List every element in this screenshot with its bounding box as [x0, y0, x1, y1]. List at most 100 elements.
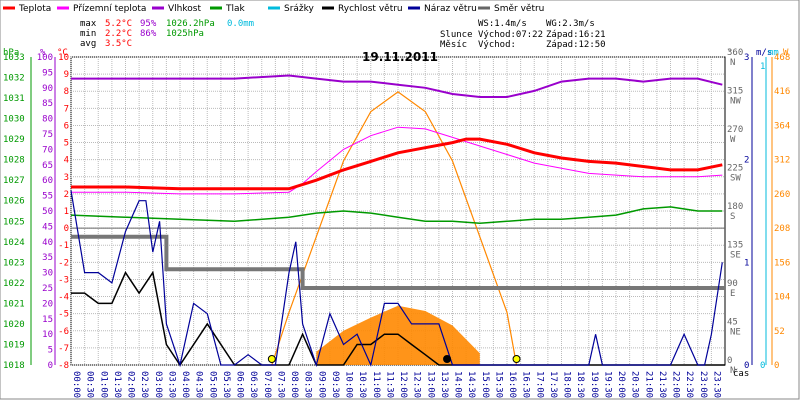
- direction-tick: 135: [727, 241, 743, 251]
- temperature-tick: 9: [64, 70, 69, 80]
- temperature-tick: 8: [64, 87, 69, 97]
- stats-humidity: 86%: [140, 29, 157, 39]
- rain-tick: 0: [760, 361, 765, 371]
- humidity-tick: 10: [42, 330, 53, 340]
- temperature-tick: 5: [64, 139, 69, 149]
- humidity-tick: 65: [42, 161, 53, 171]
- stats-temp: 2.2°C: [105, 29, 132, 39]
- humidity-tick: 60: [42, 176, 53, 186]
- humidity-tick: 100: [37, 53, 53, 63]
- temperature-tick: 6: [64, 121, 69, 131]
- time-tick: 10:00: [344, 371, 354, 398]
- time-tick: 19:00: [589, 371, 599, 398]
- stats-humidity: 95%: [140, 19, 157, 29]
- direction-compass: W: [730, 135, 736, 145]
- humidity-tick: 30: [42, 269, 53, 279]
- ground-temperature-line: [71, 126, 723, 195]
- stats-temp: 3.5°C: [105, 39, 132, 49]
- legend-label: Náraz větru: [424, 4, 477, 14]
- solar-tick: 468: [774, 53, 790, 63]
- stats-pressure: 1025hPa: [166, 29, 204, 39]
- humidity-tick: 50: [42, 207, 53, 217]
- pressure-tick: 1023: [3, 258, 25, 268]
- time-tick: 10:30: [357, 371, 367, 398]
- direction-compass: N: [730, 366, 735, 376]
- time-tick: 14:30: [466, 371, 476, 398]
- pressure-line: [70, 206, 723, 225]
- time-tick: 17:00: [534, 371, 544, 398]
- direction-tick: 180: [727, 202, 743, 212]
- pressure-tick: 1032: [3, 74, 25, 84]
- wind-speed-line: [71, 270, 725, 367]
- direction-tick: 360: [727, 48, 743, 58]
- solar-tick: 416: [774, 87, 790, 97]
- solar-tick: 104: [774, 293, 790, 303]
- time-tick: 09:30: [330, 371, 340, 398]
- moonset-marker: [443, 355, 452, 363]
- pressure-tick: 1029: [3, 135, 25, 145]
- time-tick: 19:30: [602, 371, 612, 398]
- stats-label: max: [80, 19, 97, 29]
- time-tick: 13:30: [439, 371, 449, 398]
- temperature-tick: 3: [64, 173, 69, 183]
- solar-tick: 156: [774, 258, 790, 268]
- solar-tick: 312: [774, 156, 790, 166]
- time-tick: 22:00: [671, 371, 681, 398]
- direction-tick: 0: [727, 356, 732, 366]
- direction-compass: E: [730, 289, 735, 299]
- temperature-tick: 10: [58, 53, 69, 63]
- time-tick: 11:00: [371, 371, 381, 398]
- time-tick: 23:00: [698, 371, 708, 398]
- wind-unit: m/s: [756, 48, 772, 58]
- solar-unit: W: [783, 48, 789, 58]
- chart-title: 19.11.2011: [362, 50, 438, 64]
- wind-speed-info: WS:1.4m/s: [478, 19, 527, 29]
- stats-label: avg: [80, 39, 96, 49]
- time-tick: 02:00: [126, 371, 136, 398]
- pressure-tick: 1028: [3, 156, 25, 166]
- time-tick: 01:30: [112, 371, 122, 398]
- humidity-line: [71, 74, 723, 98]
- theoretical-radiation-line: [271, 91, 518, 366]
- time-tick: 03:00: [153, 371, 163, 398]
- time-tick: 23:30: [711, 371, 721, 398]
- direction-tick: 315: [727, 87, 743, 97]
- humidity-tick: 85: [42, 99, 53, 109]
- humidity-unit: %: [40, 48, 46, 58]
- temperature-unit: °C: [57, 48, 68, 58]
- time-tick: 20:00: [616, 371, 626, 398]
- time-tick: 12:30: [412, 371, 422, 398]
- sunrise-marker: [267, 355, 276, 363]
- wind-tick: 3: [744, 53, 749, 63]
- time-tick: 18:30: [575, 371, 585, 398]
- legend-label: Srážky: [284, 4, 315, 14]
- direction-compass: S: [730, 212, 735, 222]
- temperature-tick: -5: [58, 310, 69, 320]
- temperature-tick: -4: [58, 293, 69, 303]
- direction-compass: SE: [730, 251, 741, 261]
- time-tick: 16:30: [521, 371, 531, 398]
- direction-compass: N: [730, 58, 735, 68]
- time-axis-title: čas: [733, 368, 749, 379]
- pressure-tick: 1030: [3, 115, 25, 125]
- solar-tick: 0: [774, 361, 779, 371]
- pressure-tick: 1026: [3, 197, 25, 207]
- stats-temp: 5.2°C: [105, 19, 132, 29]
- temperature-tick: -7: [58, 344, 69, 354]
- pressure-unit: hPa: [3, 48, 19, 58]
- humidity-tick: 35: [42, 253, 53, 263]
- pressure-tick: 1022: [3, 279, 25, 289]
- temperature-tick: -3: [58, 275, 69, 285]
- time-tick: 06:00: [235, 371, 245, 398]
- humidity-tick: 55: [42, 192, 53, 202]
- time-tick: 11:30: [384, 371, 394, 398]
- pressure-tick: 1024: [3, 238, 25, 248]
- time-tick: 00:00: [71, 371, 81, 398]
- time-tick: 08:00: [289, 371, 299, 398]
- pressure-tick: 1025: [3, 217, 25, 227]
- time-tick: 07:30: [275, 371, 285, 398]
- time-tick: 04:00: [180, 371, 190, 398]
- time-tick: 01:00: [98, 371, 108, 398]
